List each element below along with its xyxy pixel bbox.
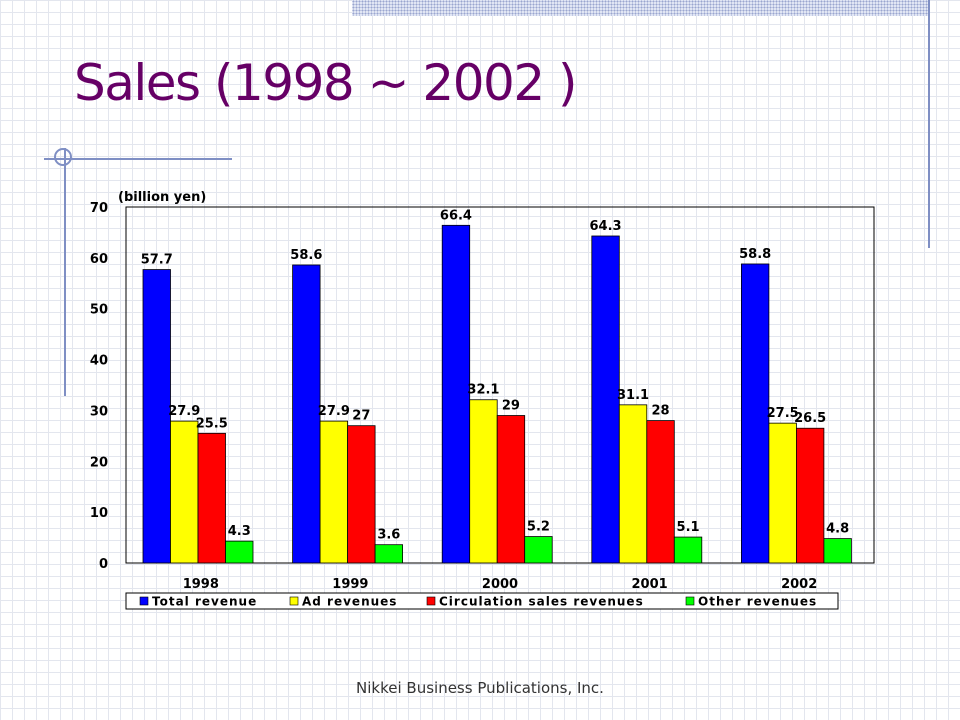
bars: 57.727.925.54.358.627.9 273.666.432.1295.… — [141, 208, 852, 564]
bar — [441, 224, 471, 564]
legend-swatch — [426, 596, 436, 606]
y-tick-label: 50 — [90, 303, 108, 318]
bar — [292, 264, 321, 564]
right-decorative-line — [928, 0, 930, 248]
data-label: 27.9 — [318, 404, 350, 419]
bar — [768, 422, 797, 564]
bar — [524, 536, 553, 564]
bar — [374, 544, 404, 564]
bar — [347, 425, 376, 564]
legend-label: Ad revenues — [302, 595, 397, 609]
bar — [741, 263, 770, 564]
data-label: 66.4 — [440, 208, 472, 223]
bar — [225, 540, 254, 564]
x-tick-label: 1999 — [332, 577, 368, 592]
x-tick-label: 1998 — [183, 577, 219, 592]
bar — [496, 415, 526, 564]
top-decorative-band — [352, 0, 930, 16]
y-tick-label: 60 — [90, 252, 108, 267]
y-tick-label: 30 — [90, 404, 108, 419]
data-label: 27 — [352, 409, 370, 424]
y-tick-label: 10 — [90, 506, 108, 521]
bar — [591, 235, 620, 564]
bar — [796, 427, 825, 564]
x-tick-label: 2002 — [781, 577, 817, 592]
x-axis: 1998 1999 2000 2001 2002 — [183, 577, 818, 592]
legend-swatch — [685, 596, 695, 606]
y-axis-unit-label: (billion yen) — [118, 190, 206, 205]
legend-label: Total revenue — [152, 595, 257, 609]
bar — [170, 420, 199, 564]
corner-circle-ornament — [54, 148, 72, 166]
legend-swatch — [139, 596, 149, 606]
bar — [197, 432, 226, 564]
data-label: 64.3 — [590, 219, 622, 234]
legend: Total revenue Ad revenues Circulation sale… — [125, 592, 839, 610]
bar — [618, 404, 648, 564]
bar — [142, 269, 171, 564]
data-label: 4.3 — [228, 524, 251, 539]
data-label: 27.5 — [767, 406, 799, 421]
data-label: 58.8 — [739, 247, 771, 262]
data-label: 27.9 — [168, 404, 200, 419]
bar — [319, 420, 349, 564]
legend-swatch — [289, 596, 299, 606]
legend-box — [125, 592, 839, 610]
x-tick-label: 2001 — [632, 577, 668, 592]
data-label: 57.7 — [141, 253, 173, 268]
data-label: 5.1 — [677, 520, 700, 535]
data-label: 31.1 — [617, 388, 649, 403]
data-label: 58.6 — [290, 248, 322, 263]
data-label: 5.2 — [527, 520, 550, 535]
data-label: 29 — [502, 399, 520, 414]
data-label: 3.6 — [377, 528, 400, 543]
y-tick-label: 0 — [99, 557, 108, 572]
data-label: 26.5 — [794, 411, 826, 426]
y-tick-label: 20 — [90, 455, 108, 470]
bar — [469, 399, 498, 564]
slide-title: Sales (1998 ~ 2002 ) — [74, 54, 578, 112]
left-decorative-line — [64, 148, 66, 396]
footer-text: Nikkei Business Publications, Inc. — [356, 679, 604, 697]
data-label: 25.5 — [196, 416, 228, 431]
bar — [646, 420, 675, 564]
legend-label: Circulation sales revenues — [439, 595, 644, 609]
y-tick-label: 70 — [90, 201, 108, 216]
bar — [673, 536, 703, 564]
title-underline — [44, 158, 232, 160]
y-axis: 0 10 20 30 40 50 60 70 — [90, 201, 108, 572]
y-tick-label: 40 — [90, 354, 108, 369]
bar — [823, 538, 852, 564]
legend-label: Other revenues — [698, 595, 817, 609]
x-tick-label: 2000 — [482, 577, 518, 592]
data-label: 32.1 — [467, 383, 499, 398]
data-label: 4.8 — [826, 522, 849, 537]
data-label: 28 — [652, 404, 670, 419]
